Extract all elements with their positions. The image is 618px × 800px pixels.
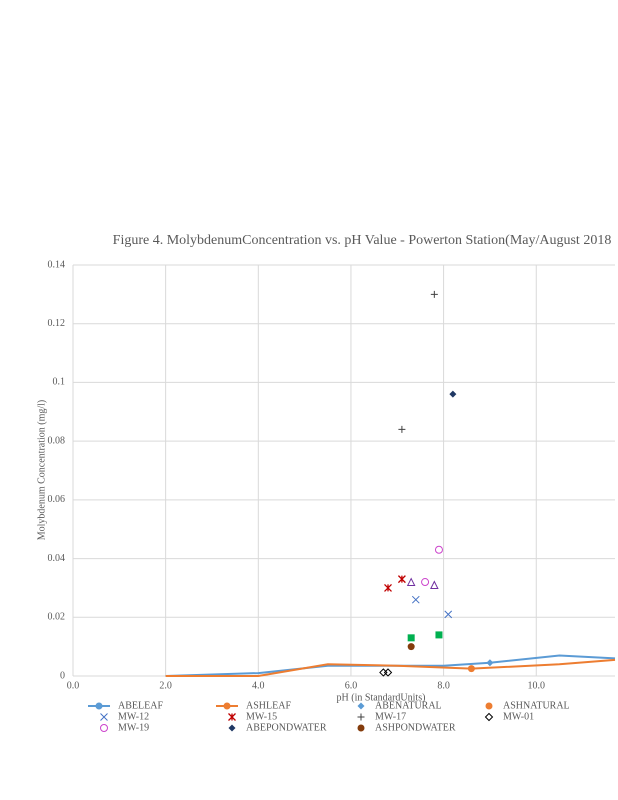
x-axis-label: pH (in StandardUnits) <box>337 692 426 703</box>
series-line <box>165 658 616 677</box>
marker <box>411 595 420 604</box>
x-tick-label: 10.0 <box>527 680 545 691</box>
y-tick-label: 0.02 <box>48 612 66 623</box>
x-tick-label: 8.0 <box>437 680 450 691</box>
marker <box>407 634 415 642</box>
marker <box>223 702 231 710</box>
legend-item: ASHNATURAL <box>485 700 570 711</box>
marker <box>228 724 236 732</box>
marker <box>430 290 438 298</box>
legend-label: MW-15 <box>246 711 277 722</box>
marker <box>384 583 392 592</box>
legend-label: MW-17 <box>375 711 406 722</box>
legend-label: MW-12 <box>118 711 149 722</box>
marker <box>421 578 430 587</box>
legend-item: MW-12 <box>100 711 149 722</box>
marker <box>357 713 365 721</box>
marker <box>100 713 108 721</box>
x-tick-label: 0.0 <box>67 680 80 691</box>
marker <box>397 575 406 584</box>
legend-item: ABENATURAL <box>357 700 442 711</box>
marker <box>95 702 103 710</box>
marker <box>398 425 406 433</box>
marker <box>357 724 365 732</box>
legend-item: ASHPONDWATER <box>357 722 456 733</box>
legend-item: MW-01 <box>484 711 534 722</box>
marker <box>485 702 493 710</box>
marker <box>228 713 236 721</box>
legend-label: ASHLEAF <box>246 700 291 711</box>
x-tick-label: 2.0 <box>159 680 172 691</box>
marker <box>407 643 415 651</box>
legend-item: MW-17 <box>357 711 406 722</box>
y-axis-label: Molybdenum Concentration (mg/l) <box>36 400 47 541</box>
marker <box>379 668 388 677</box>
y-tick-label: 0.1 <box>53 377 66 388</box>
legend-label: ABEPONDWATER <box>246 722 327 733</box>
legend-item: MW-19 <box>100 722 149 733</box>
y-tick-label: 0.04 <box>48 553 66 564</box>
marker <box>467 665 475 673</box>
legend-item: MW-15 <box>228 711 277 722</box>
legend-label: ASHPONDWATER <box>375 722 456 733</box>
x-tick-label: 4.0 <box>252 680 265 691</box>
legend-label: MW-19 <box>118 722 149 733</box>
marker <box>406 577 416 587</box>
marker <box>430 580 439 589</box>
y-tick-label: 0.12 <box>48 318 66 329</box>
legend-label: ABENATURAL <box>375 700 442 711</box>
marker <box>444 610 453 619</box>
marker <box>435 631 443 639</box>
legend-item: ABEPONDWATER <box>228 722 327 733</box>
marker <box>434 545 443 554</box>
legend-item: ASHLEAF <box>216 700 291 711</box>
legend-item: ABELEAF <box>88 700 163 711</box>
chart-title: Figure 4. MolybdenumConcentration vs. pH… <box>113 233 612 248</box>
marker <box>100 724 108 732</box>
y-tick-label: 0.06 <box>48 494 66 505</box>
marker <box>486 659 494 667</box>
marker <box>449 390 457 398</box>
y-tick-label: 0.14 <box>48 259 66 270</box>
legend-label: ASHNATURAL <box>503 700 570 711</box>
marker <box>383 668 393 677</box>
legend-label: ABELEAF <box>118 700 163 711</box>
x-tick-label: 6.0 <box>345 680 358 691</box>
marker <box>484 712 494 722</box>
y-tick-label: 0 <box>60 670 65 681</box>
legend-label: MW-01 <box>503 711 534 722</box>
marker <box>357 702 365 710</box>
y-tick-label: 0.08 <box>48 435 66 446</box>
